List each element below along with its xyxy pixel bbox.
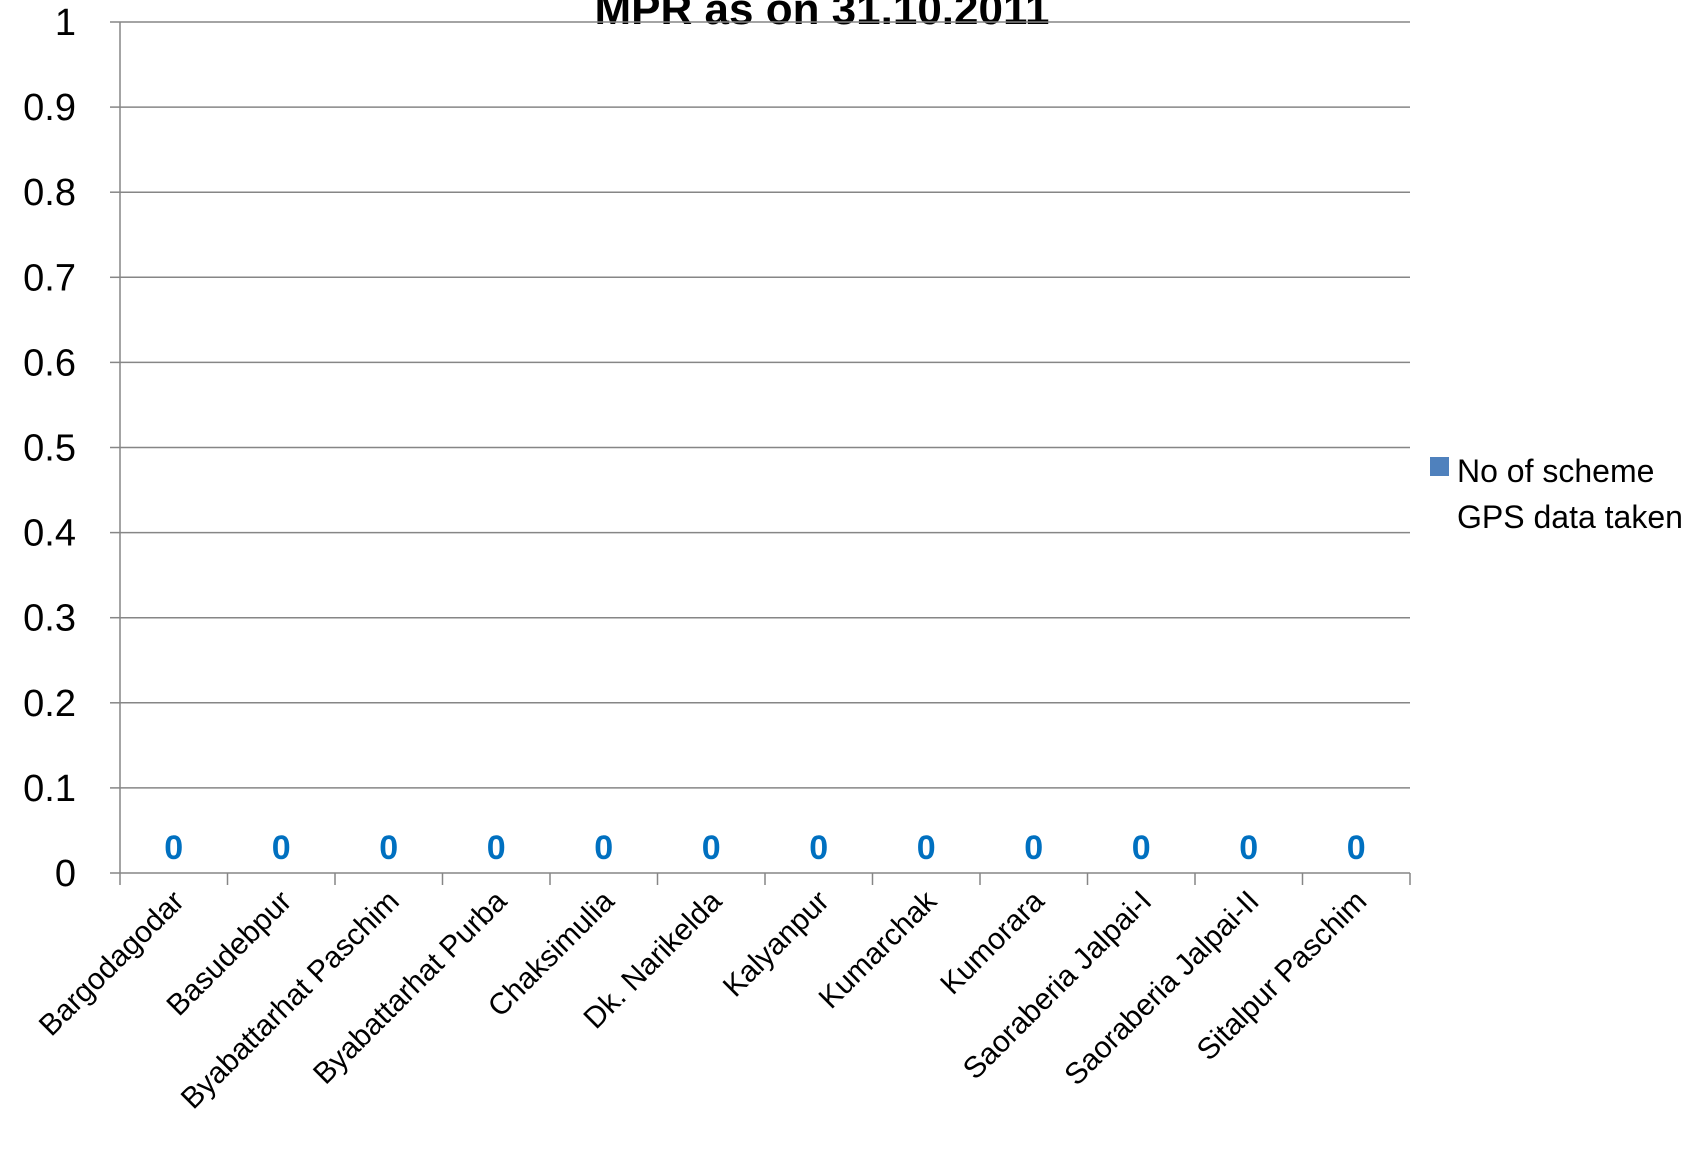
y-tick-label: 1 (55, 2, 76, 44)
data-label: 0 (702, 829, 721, 867)
y-axis: 0 0.1 0.2 0.3 0.4 0.5 0.6 0.7 0.8 0.9 1 (23, 2, 121, 895)
data-label: 0 (594, 829, 613, 867)
data-label: 0 (487, 829, 506, 867)
legend-label: No of scheme GPS data taken (1457, 453, 1683, 535)
data-label: 0 (1347, 829, 1366, 867)
y-tick-label: 0.6 (23, 342, 76, 384)
x-tick-label: Saoraberia Jalpai-I (957, 885, 1158, 1086)
x-tick-label: Saoraberia Jalpai-II (1058, 885, 1265, 1092)
y-tick-label: 0.4 (23, 513, 76, 555)
y-tick-label: 0.3 (23, 598, 76, 640)
y-tick-label: 0 (55, 853, 76, 895)
data-label: 0 (809, 829, 828, 867)
y-tick-label: 0.2 (23, 683, 76, 725)
legend: No of scheme GPS data taken (1430, 448, 1697, 540)
x-tick-label: Kumorara (934, 884, 1051, 1001)
legend-swatch (1430, 457, 1449, 476)
y-tick-label: 0.9 (23, 87, 76, 129)
data-label: 0 (164, 829, 183, 867)
data-label: 0 (379, 829, 398, 867)
y-tick-label: 0.1 (23, 768, 76, 810)
data-labels: 0 0 0 0 0 0 0 0 0 0 0 0 (164, 829, 1365, 867)
y-tick-label: 0.5 (23, 428, 76, 470)
chart-title: MPR as on 31.10.2011 (595, 0, 1050, 34)
y-tick-label: 0.7 (23, 257, 76, 299)
x-tick-label: Byabattarhat Paschim (175, 885, 406, 1116)
data-label: 0 (917, 829, 936, 867)
x-tick-label: Byabattarhat Purba (307, 884, 513, 1090)
data-label: 0 (1132, 829, 1151, 867)
y-tick-label: 0.8 (23, 172, 76, 214)
x-tick-label: Bargodagodar (33, 885, 191, 1043)
data-label: 0 (1024, 829, 1043, 867)
gridlines (120, 21, 1410, 789)
data-label: 0 (272, 829, 291, 867)
data-label: 0 (1239, 829, 1258, 867)
x-tick-label: Kumarchak (813, 884, 944, 1015)
